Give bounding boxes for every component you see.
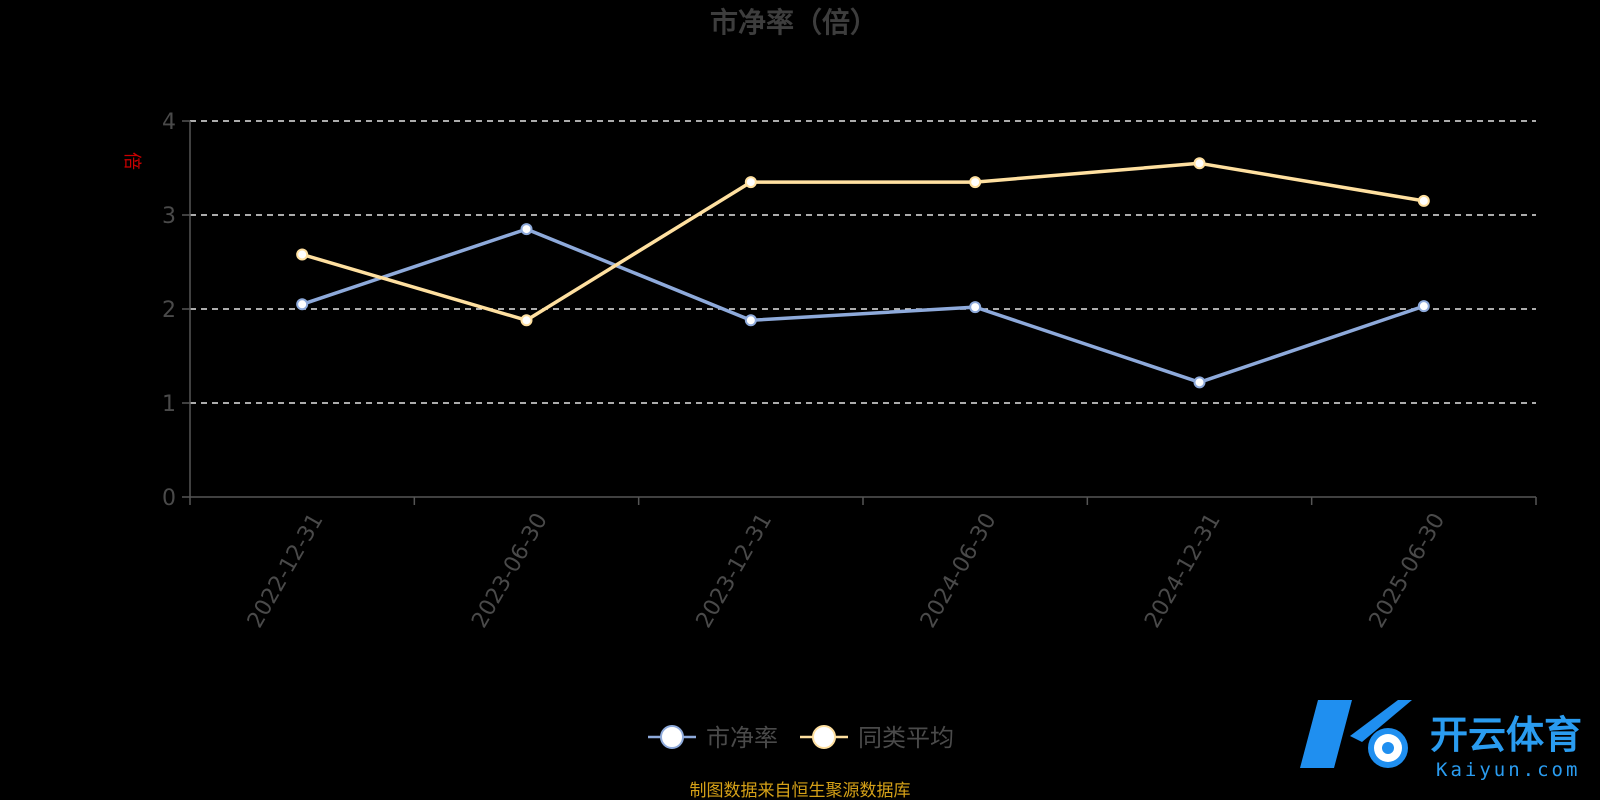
data-point[interactable] [520,223,533,236]
x-tick-label: 2023-06-30 [467,509,553,632]
legend-item[interactable]: 同类平均 [800,724,954,752]
y-tick-label: 1 [162,392,176,417]
data-point[interactable] [969,301,982,314]
logo-k-icon [1300,700,1412,768]
data-point[interactable] [296,298,309,311]
series-lines [296,157,1430,389]
x-tick-label: 2024-06-30 [916,509,1002,632]
watermark-en: Kaiyun.com [1436,759,1580,781]
data-point[interactable] [744,314,757,327]
grid-lines [190,120,1536,404]
y-tick-label: 2 [162,298,176,323]
axes: 0 1 2 3 4 2022-12-31 2023-06-30 2023-12-31 2024-… [162,110,1537,632]
x-tick-label: 2024-12-31 [1140,509,1226,632]
series-line [301,161,1425,323]
legend-marker [812,725,836,749]
data-point[interactable] [1193,376,1206,389]
x-tick-label: 2025-06-30 [1365,509,1451,632]
chart-title: 市净率（倍） [710,6,878,39]
watermark-logo: 开云体育 Kaiyun.com [1300,700,1582,781]
data-point[interactable] [1417,194,1430,207]
data-point[interactable] [296,248,309,261]
legend-marker [660,725,684,749]
y-tick-label: 0 [162,486,176,511]
legend-label: 同类平均 [858,724,954,752]
data-point[interactable] [744,176,757,189]
x-tick-label: 2023-12-31 [692,509,778,632]
y-axis-unit-label: 倍 [121,152,142,170]
data-point[interactable] [969,176,982,189]
x-tick-label: 2022-12-31 [243,509,329,632]
legend[interactable]: 市净率 同类平均 [648,724,954,752]
watermark-cn: 开云体育 [1430,713,1582,757]
series-line [301,227,1425,385]
data-point[interactable] [1417,300,1430,313]
y-tick-label: 4 [162,110,176,135]
data-point[interactable] [1193,157,1206,170]
y-tick-label: 3 [162,204,176,229]
data-source-note: 制图数据来自恒生聚源数据库 [690,781,911,800]
legend-item[interactable]: 市净率 [648,724,778,752]
data-point[interactable] [520,314,533,327]
legend-label: 市净率 [706,724,778,752]
